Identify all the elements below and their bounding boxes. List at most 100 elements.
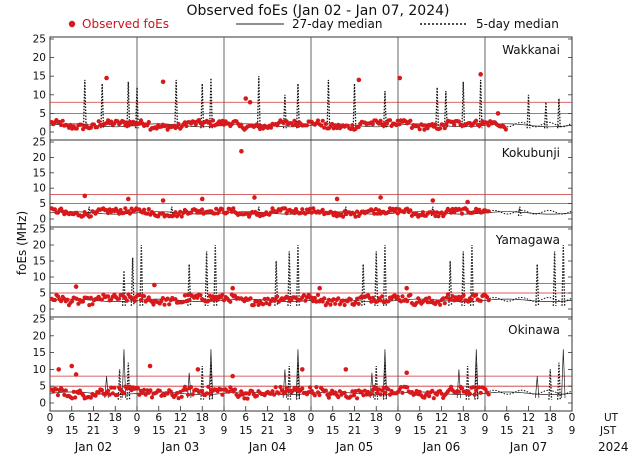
observed-point: [59, 299, 64, 304]
observed-outlier: [397, 75, 403, 81]
observed-point: [165, 127, 170, 132]
observed-point: [370, 122, 375, 127]
observed-outlier: [430, 198, 436, 203]
observed-point: [173, 297, 178, 302]
observed-point: [272, 392, 277, 397]
observed-point: [138, 118, 144, 123]
observed-point: [229, 209, 234, 214]
observed-point: [384, 121, 389, 126]
observed-point: [55, 393, 61, 398]
observed-point: [160, 296, 165, 301]
median-27day-line: [49, 391, 573, 396]
observed-point: [200, 207, 205, 212]
median-27day-line: [49, 298, 572, 302]
jst-tick-label: 15: [500, 425, 513, 437]
observed-point: [218, 387, 223, 392]
jst-tick-label: 15: [65, 425, 78, 437]
observed-point: [283, 206, 288, 211]
observed-point: [425, 390, 430, 395]
observed-point: [185, 292, 191, 297]
observed-point: [312, 295, 317, 301]
observed-outlier: [73, 372, 79, 377]
y-tick-label: 15: [33, 347, 46, 359]
observed-point: [109, 119, 114, 124]
observed-point: [408, 292, 413, 297]
observed-point: [88, 214, 93, 219]
day-label: Jan 03: [161, 440, 200, 454]
observed-point: [65, 297, 70, 302]
observed-point: [137, 392, 142, 397]
observed-point: [306, 210, 311, 215]
observed-point: [160, 211, 165, 216]
median-5day-spike: [556, 98, 561, 129]
observed-point: [209, 123, 214, 128]
observed-outlier: [356, 77, 362, 83]
observed-point: [450, 206, 455, 212]
observed-point: [60, 118, 65, 123]
observed-point: [165, 296, 170, 301]
median-5day-spike: [100, 83, 105, 129]
jst-tick-label: 3: [373, 425, 380, 437]
observed-point: [63, 388, 68, 393]
median-5day-line: [506, 121, 572, 128]
legend-27day-label: 27-day median: [292, 17, 382, 31]
ut-tick-label: 6: [242, 412, 249, 424]
median-5day-spike: [478, 79, 483, 129]
ut-tick-label: 18: [196, 412, 209, 424]
observed-point: [106, 388, 111, 393]
observed-point: [143, 392, 148, 397]
jst-tick-label: 21: [435, 425, 448, 437]
y-tick-label: 5: [39, 108, 46, 120]
day-label: Jan 02: [74, 440, 113, 454]
observed-point: [322, 296, 327, 301]
observed-point: [452, 210, 457, 215]
observed-point: [486, 123, 491, 128]
observed-point: [408, 208, 413, 213]
ut-tick-label: 18: [544, 412, 557, 424]
observed-point: [220, 392, 225, 397]
y-tick-label: 20: [33, 52, 46, 64]
y-tick-label: 5: [39, 381, 46, 393]
observed-point: [126, 123, 131, 128]
jst-tick-label: 21: [174, 425, 187, 437]
observed-point: [146, 120, 151, 125]
observed-point: [348, 126, 353, 132]
median-5day-spike: [561, 244, 566, 306]
observed-point: [142, 207, 147, 212]
observed-point: [206, 384, 211, 389]
y-tick-label: 20: [33, 152, 46, 164]
observed-outlier: [243, 96, 249, 101]
observed-point: [225, 210, 230, 215]
observed-point: [373, 386, 378, 391]
panel-okinawa: 0 5 10 15 20 25 Okinawa: [33, 314, 573, 412]
observed-point: [68, 122, 73, 128]
jst-tick-label: 21: [261, 425, 274, 437]
observed-point: [52, 207, 58, 212]
observed-outlier: [378, 195, 383, 200]
median-5day-spike: [130, 257, 135, 306]
observed-point: [157, 388, 162, 393]
observed-point: [336, 395, 341, 400]
observed-point: [348, 297, 353, 302]
observed-outlier: [465, 199, 470, 205]
median-27day-spike: [121, 349, 127, 398]
observed-point: [431, 396, 436, 401]
observed-point: [381, 385, 386, 390]
observed-point: [52, 297, 58, 303]
observed-point: [184, 123, 189, 129]
legend-5day-label: 5-day median: [476, 17, 559, 31]
observed-point: [405, 206, 410, 211]
observed-point: [425, 300, 430, 305]
observed-point: [408, 118, 413, 123]
observed-point: [436, 214, 441, 219]
observed-point: [353, 214, 358, 219]
legend-observed-marker: [68, 20, 76, 28]
median-5day-spike: [465, 366, 470, 400]
observed-point: [387, 118, 393, 123]
ut-tick-label: 0: [308, 412, 315, 424]
panel-yamagawa: 0 5 10 15 20 25 Yamagawa: [33, 224, 573, 318]
median-5day-spike: [282, 94, 287, 129]
observed-point: [232, 387, 238, 392]
observed-point: [353, 300, 358, 305]
median-5day-spike: [169, 206, 174, 217]
